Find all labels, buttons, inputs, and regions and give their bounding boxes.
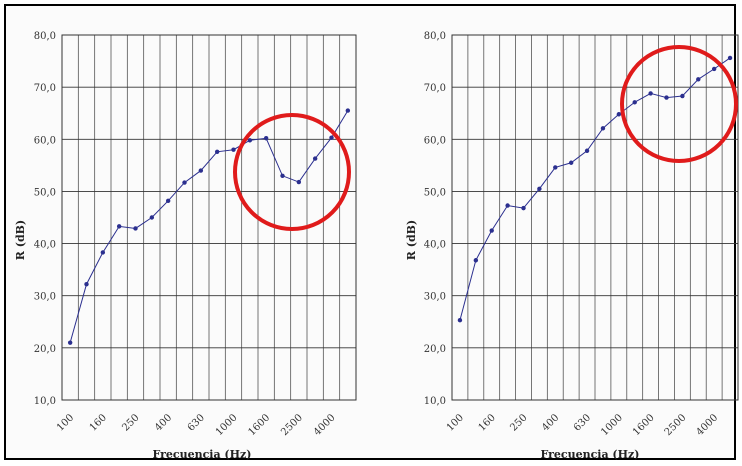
data-point [664,95,669,100]
highlight-circle [620,45,738,163]
x-tick-label: 4000 [312,412,338,438]
y-tick-label: 40,0 [424,240,446,251]
data-point [100,250,106,255]
y-tick-label: 30,0 [424,292,446,303]
data-point [116,224,122,229]
data-point [711,66,717,72]
data-point [680,93,685,99]
x-tick-label: 1600 [247,412,273,438]
data-point [473,258,479,263]
data-point [149,215,155,220]
y-tick-label: 10,0 [34,396,56,407]
x-tick-label: 2500 [663,412,689,438]
data-point [696,77,701,82]
data-point [616,112,622,117]
figure-frame [4,4,736,460]
y-tick-label: 50,0 [34,187,56,198]
y-tick-label: 10,0 [424,396,446,407]
y-tick-label: 20,0 [424,344,446,355]
y-tick-label: 80,0 [34,31,56,42]
data-point [537,186,542,192]
y-tick-label: 60,0 [424,135,446,146]
data-point [648,91,653,96]
y-tick-label: 50,0 [424,187,446,198]
data-point [345,108,351,113]
data-point [263,136,269,141]
x-tick-label: 2500 [279,412,305,438]
data-point [600,126,606,131]
data-point [280,173,285,178]
data-point [584,148,590,153]
x-tick-label: 400 [540,412,561,433]
y-axis-label: R (dB) [14,220,27,260]
data-point [312,156,318,161]
x-tick-label: 630 [572,412,593,433]
data-point [67,340,73,345]
x-tick-label: 1600 [631,412,657,438]
y-tick-label: 60,0 [34,135,56,146]
series-line [459,57,731,321]
data-point [329,135,334,140]
data-point [165,198,171,204]
chart-left: R (dB) Frecuencia (Hz) 80,0 70,0 60,0 50,0 4… [14,31,357,461]
y-tick-label: 40,0 [34,240,56,251]
data-point [727,55,733,61]
x-tick-label: 100 [445,412,466,433]
data-point [214,149,220,154]
x-tick-label: 400 [153,412,174,433]
x-tick-label: 630 [186,412,207,433]
x-axis-label: Frecuencia (Hz) [541,448,640,461]
x-tick-label: 1000 [214,412,240,438]
data-point [568,160,574,165]
y-tick-label: 80,0 [424,31,446,42]
data-point [182,180,187,185]
data-point [457,318,463,323]
data-point [296,179,302,185]
series-line [69,110,349,343]
x-tick-label: 250 [508,412,529,433]
x-tick-label: 160 [88,412,109,433]
data-point [632,100,637,105]
x-tick-label: 4000 [695,412,721,438]
y-tick-label: 70,0 [424,83,446,94]
data-point [133,226,138,231]
data-point [489,228,494,233]
data-point [505,203,510,208]
x-axis-label: Frecuencia (Hz) [153,448,252,461]
y-tick-label: 30,0 [34,292,56,303]
x-tick-label: 250 [120,412,141,433]
data-point [198,168,204,173]
y-tick-label: 70,0 [34,83,56,94]
data-point [553,165,558,170]
x-tick-label: 100 [55,412,76,433]
data-point [247,138,253,143]
x-tick-label: 160 [477,412,498,433]
y-axis-label: R (dB) [405,220,418,260]
data-point [84,282,89,287]
chart-right: R (dB) Frecuencia (Hz) 80,0 70,0 60,0 50,0 4… [405,31,739,461]
y-tick-label: 20,0 [34,344,56,355]
highlight-circle [233,113,351,231]
data-point [521,205,526,211]
data-point [231,147,236,152]
x-tick-label: 1000 [599,412,625,438]
